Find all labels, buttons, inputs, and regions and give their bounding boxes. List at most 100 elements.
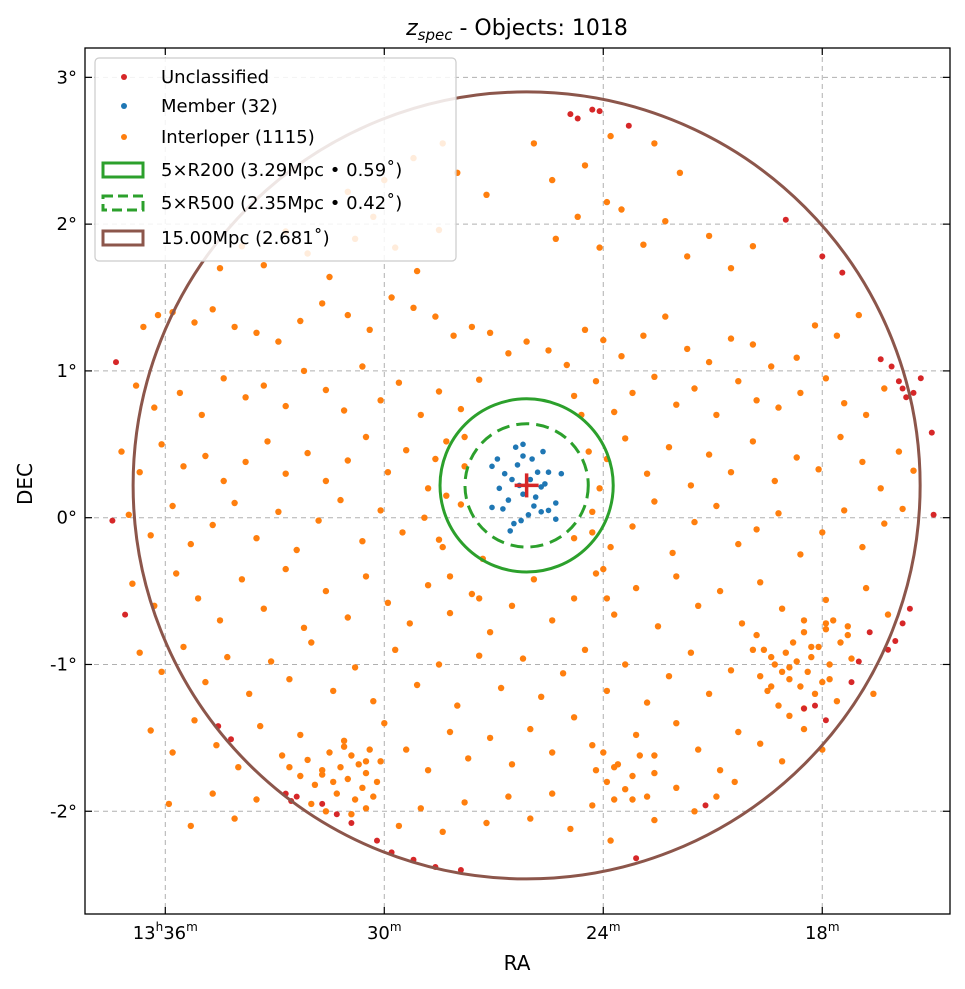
interloper-point: [822, 596, 830, 604]
interloper-point: [549, 790, 556, 797]
interloper-point: [705, 232, 713, 240]
legend-swatch: [101, 161, 145, 179]
interloper-point: [191, 319, 198, 326]
interloper-point: [231, 323, 238, 331]
axis-ticks: 13h36m 30m 24m 18m 3° 2° 1° 0° -1° -2°: [50, 48, 950, 944]
interloper-point: [319, 771, 326, 778]
unclassified-point: [866, 629, 873, 636]
member-point: [545, 469, 552, 476]
interloper-point: [348, 752, 355, 759]
interloper-point: [194, 595, 202, 602]
interloper-point: [822, 375, 830, 382]
interloper-point: [191, 717, 198, 724]
interloper-point: [735, 378, 742, 385]
interloper-point: [581, 162, 589, 169]
interloper-point: [589, 508, 596, 515]
member-point: [520, 441, 526, 448]
interloper-point: [439, 543, 446, 551]
legend-marker: [121, 74, 127, 80]
interloper-point: [596, 485, 603, 492]
interloper-point: [614, 761, 622, 768]
interloper-point: [651, 498, 658, 505]
interloper-point: [705, 451, 713, 458]
interloper-point: [286, 764, 293, 771]
interloper-point: [136, 469, 143, 476]
interloper-point: [461, 433, 468, 441]
interloper-point: [432, 313, 439, 320]
interloper-point: [797, 551, 804, 558]
interloper-point: [797, 389, 804, 397]
interloper-point: [297, 317, 304, 325]
interloper-point: [727, 667, 735, 674]
interloper-point: [362, 769, 370, 777]
interloper-point: [768, 683, 775, 690]
member-point: [514, 462, 521, 468]
interloper-point: [687, 649, 695, 656]
interloper-point: [819, 678, 826, 686]
interloper-point: [450, 332, 457, 339]
interloper-point: [592, 767, 600, 774]
interloper-point: [570, 535, 578, 542]
interloper-point: [622, 786, 629, 793]
member-point: [494, 456, 501, 462]
unclassified-point: [333, 811, 340, 818]
unclassified-point: [589, 106, 596, 113]
interloper-point: [253, 535, 260, 542]
interloper-point: [830, 617, 837, 624]
interloper-point: [424, 767, 432, 774]
interloper-point: [151, 404, 158, 411]
interloper-point: [844, 623, 851, 630]
interloper-point: [691, 518, 698, 526]
interloper-point: [727, 469, 735, 476]
interloper-point: [483, 191, 490, 198]
interloper-point: [370, 698, 377, 705]
interloper-point: [158, 668, 165, 675]
interloper-point: [811, 690, 819, 697]
interloper-point: [370, 793, 377, 800]
member-point: [538, 509, 544, 515]
interloper-point: [432, 455, 439, 463]
unclassified-point: [574, 115, 581, 122]
interloper-point: [600, 565, 607, 573]
interloper-point: [165, 800, 173, 808]
interloper-point: [468, 590, 476, 598]
interloper-point: [662, 218, 669, 225]
interloper-point: [713, 411, 720, 419]
interloper-point: [253, 329, 260, 336]
interloper-point: [622, 661, 629, 668]
interloper-point: [775, 702, 782, 709]
legend-label: Unclassified: [161, 67, 269, 88]
interloper-point: [319, 767, 326, 774]
interloper-point: [549, 749, 556, 756]
interloper-point: [581, 646, 589, 653]
legend-r200: 5×R200 (3.29Mpc • 0.59˚): [101, 160, 402, 181]
interloper-point: [377, 397, 384, 404]
interloper-point: [662, 313, 669, 320]
outer-radius-circle: [131, 90, 922, 881]
interloper-point: [355, 761, 362, 768]
interloper-point: [304, 449, 311, 457]
y-tick-label: 3°: [57, 67, 77, 88]
interloper-point: [209, 790, 216, 797]
interloper-point: [782, 649, 789, 656]
interloper-point: [242, 458, 249, 466]
member-point: [532, 494, 539, 500]
interloper-point: [899, 505, 906, 513]
interloper-point: [643, 793, 651, 800]
unclassified-point: [567, 111, 574, 118]
interloper-point: [687, 482, 695, 489]
legend-label: Member (32): [161, 96, 278, 117]
interloper-point: [220, 375, 227, 382]
interloper-point: [589, 802, 596, 809]
interloper-point: [841, 400, 848, 407]
interloper-point: [505, 793, 512, 800]
interloper-point: [881, 385, 888, 392]
interloper-point: [757, 740, 764, 747]
unclassified-point: [702, 802, 709, 809]
plot-area: [109, 90, 937, 881]
interloper-point: [421, 514, 428, 521]
interloper-point: [538, 693, 545, 700]
interloper-point: [859, 458, 866, 466]
member-point: [511, 520, 517, 527]
legend-label: 15.00Mpc (2.681˚): [161, 228, 330, 249]
